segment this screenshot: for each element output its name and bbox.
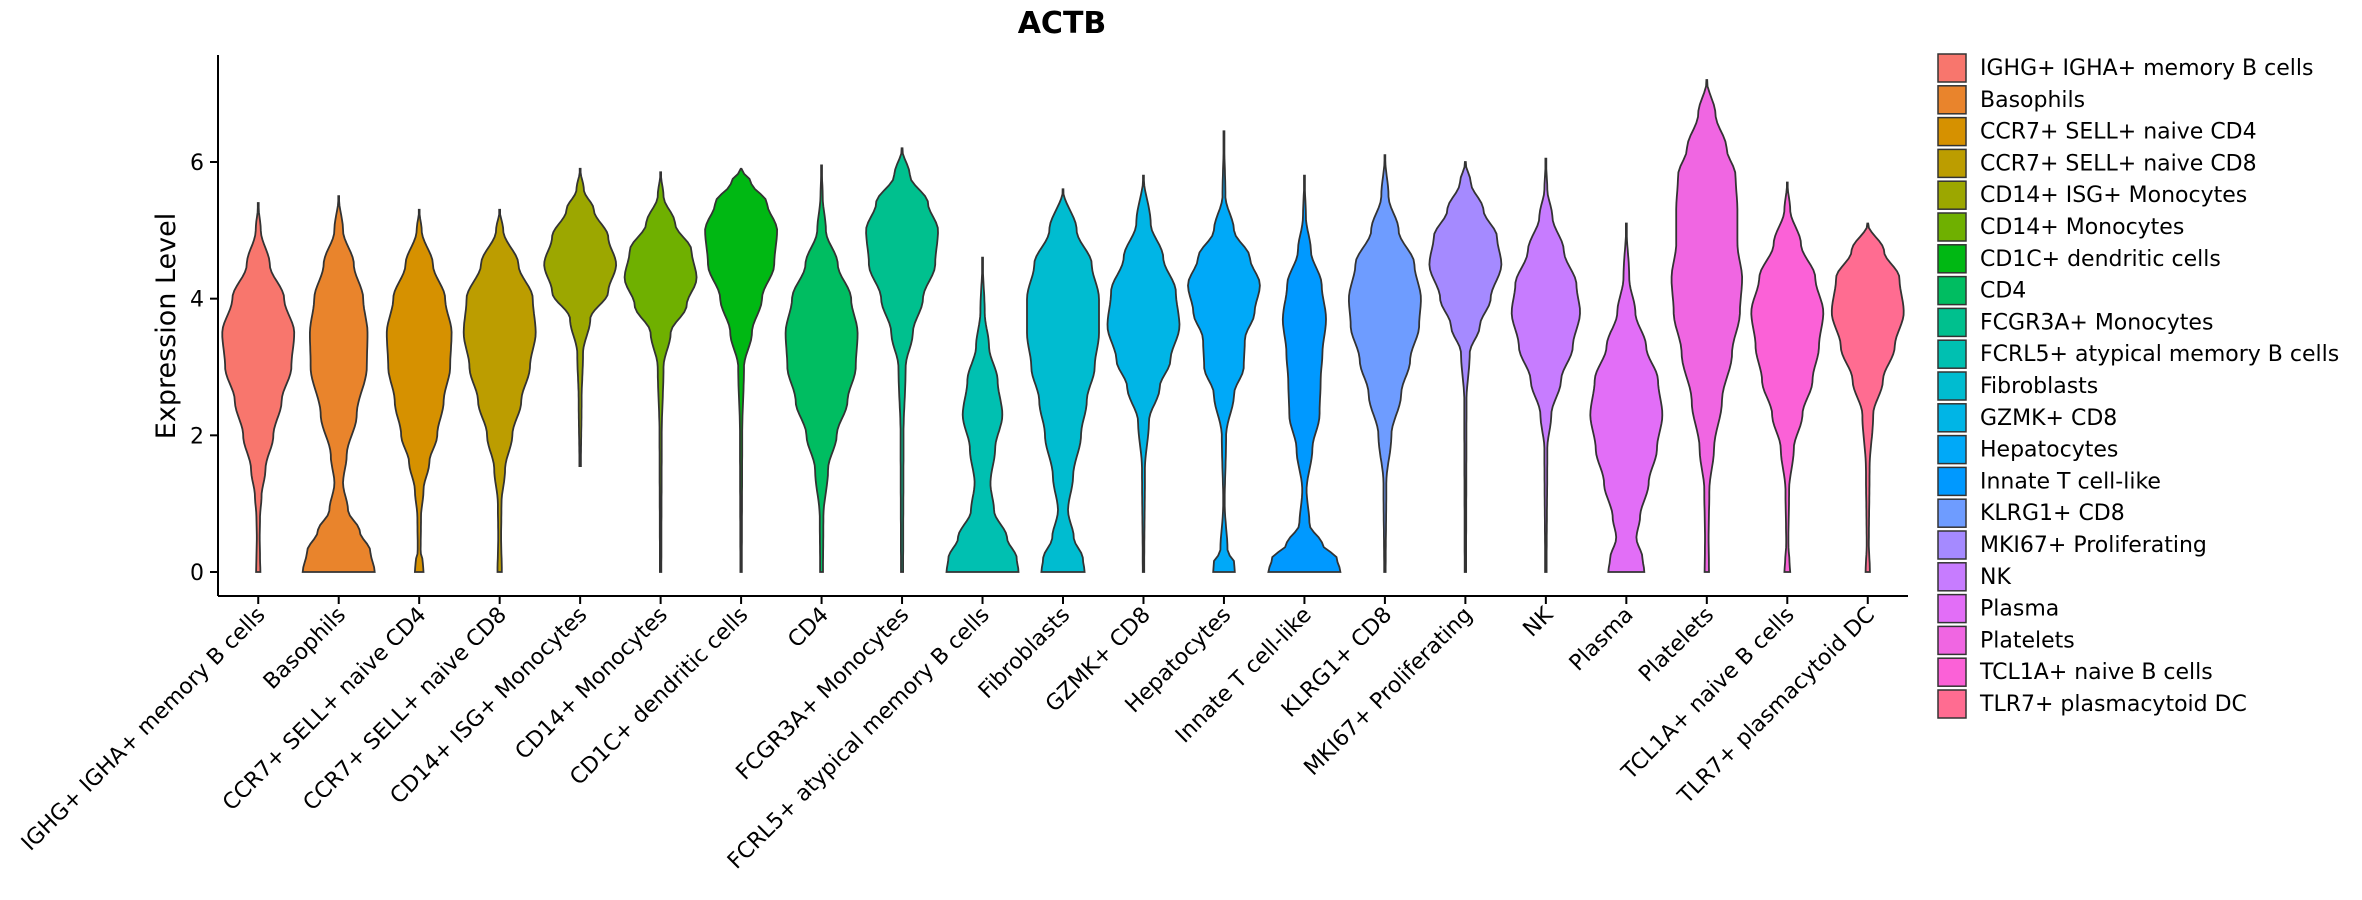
violin-4 bbox=[462, 208, 537, 573]
violin-19 bbox=[1670, 79, 1744, 573]
legend-label: Fibroblasts bbox=[1980, 374, 2098, 399]
legend-label: CCR7+ SELL+ naive CD8 bbox=[1980, 151, 2257, 176]
violin-11 bbox=[1026, 188, 1100, 573]
legend-key bbox=[1937, 212, 1967, 242]
violin-13 bbox=[1187, 130, 1261, 573]
y-tick-label: 2 bbox=[190, 424, 204, 449]
violin-9 bbox=[865, 147, 939, 573]
legend-label: Plasma bbox=[1980, 597, 2059, 622]
violin-20 bbox=[1750, 181, 1825, 573]
legend: IGHG+ IGHA+ memory B cells Basophils CCR7+… bbox=[1937, 53, 2339, 719]
legend-label: NK bbox=[1980, 565, 2011, 590]
legend-label: TLR7+ plasmacytoid DC bbox=[1979, 692, 2247, 717]
legend-key bbox=[1937, 244, 1967, 274]
legend-label: KLRG1+ CD8 bbox=[1980, 501, 2125, 526]
legend-key bbox=[1937, 53, 1967, 83]
violin-7 bbox=[704, 167, 779, 573]
x-tick-label: Innate T cell-like bbox=[1171, 603, 1317, 749]
chart-title: ACTB bbox=[1018, 6, 1107, 41]
legend-key bbox=[1937, 625, 1967, 656]
violin-layer bbox=[221, 79, 1905, 573]
legend-key bbox=[1937, 403, 1967, 433]
violin-15 bbox=[1347, 154, 1422, 573]
legend-label: Platelets bbox=[1980, 628, 2075, 653]
violin-16 bbox=[1428, 161, 1503, 573]
legend-key bbox=[1937, 530, 1967, 560]
y-tick-label: 6 bbox=[190, 151, 204, 176]
legend-key bbox=[1937, 371, 1967, 401]
legend-label: Basophils bbox=[1980, 88, 2085, 113]
legend-label: CCR7+ SELL+ naive CD4 bbox=[1980, 120, 2257, 145]
legend-key bbox=[1937, 148, 1967, 179]
y-tick-label: 4 bbox=[190, 288, 204, 313]
legend-key bbox=[1937, 339, 1967, 369]
legend-key bbox=[1937, 498, 1967, 528]
y-tick-label: 0 bbox=[190, 561, 204, 586]
legend-label: TCL1A+ naive B cells bbox=[1979, 660, 2213, 685]
violin-14 bbox=[1267, 174, 1342, 573]
violin-5 bbox=[543, 167, 618, 467]
violin-18 bbox=[1589, 222, 1664, 573]
legend-key bbox=[1937, 689, 1967, 719]
violin-2 bbox=[301, 195, 376, 573]
y-axis-title: Expression Level bbox=[151, 213, 182, 439]
legend-label: CD14+ ISG+ Monocytes bbox=[1980, 183, 2247, 208]
violin-21 bbox=[1830, 222, 1905, 573]
violin-10 bbox=[945, 256, 1020, 573]
legend-key bbox=[1937, 657, 1967, 687]
legend-key bbox=[1937, 593, 1967, 624]
legend-key bbox=[1937, 180, 1967, 210]
x-tick-label: NK bbox=[1519, 602, 1559, 642]
x-tick-label: IGHG+ IGHA+ memory B cells bbox=[17, 603, 270, 856]
legend-key bbox=[1937, 307, 1967, 338]
violin-3 bbox=[385, 208, 453, 573]
violin-6 bbox=[623, 171, 698, 573]
violin-8 bbox=[784, 164, 859, 573]
x-tick-label: Plasma bbox=[1565, 603, 1639, 677]
legend-key bbox=[1937, 85, 1967, 115]
legend-label: Innate T cell-like bbox=[1980, 469, 2161, 494]
legend-key bbox=[1937, 434, 1967, 465]
legend-label: MKI67+ Proliferating bbox=[1980, 533, 2207, 558]
x-tick-label: Platelets bbox=[1634, 603, 1719, 688]
x-tick-label: CD14+ Monocytes bbox=[511, 603, 673, 765]
violin-17 bbox=[1510, 157, 1581, 573]
legend-key bbox=[1937, 466, 1967, 497]
legend-label: CD1C+ dendritic cells bbox=[1980, 247, 2221, 272]
legend-label: CD4 bbox=[1980, 279, 2026, 304]
legend-label: CD14+ Monocytes bbox=[1980, 215, 2184, 240]
legend-label: IGHG+ IGHA+ memory B cells bbox=[1980, 56, 2313, 81]
legend-label: FCRL5+ atypical memory B cells bbox=[1980, 342, 2339, 367]
x-tick-label: CD4 bbox=[783, 603, 833, 653]
legend-key bbox=[1937, 116, 1967, 147]
violin-1 bbox=[221, 202, 296, 573]
legend-key bbox=[1937, 275, 1967, 306]
violin-12 bbox=[1106, 174, 1181, 573]
legend-label: FCGR3A+ Monocytes bbox=[1980, 310, 2213, 335]
legend-key bbox=[1937, 562, 1967, 592]
legend-label: Hepatocytes bbox=[1980, 438, 2118, 463]
legend-label: GZMK+ CD8 bbox=[1980, 406, 2117, 431]
x-tick-label: MKI67+ Proliferating bbox=[1300, 603, 1478, 781]
